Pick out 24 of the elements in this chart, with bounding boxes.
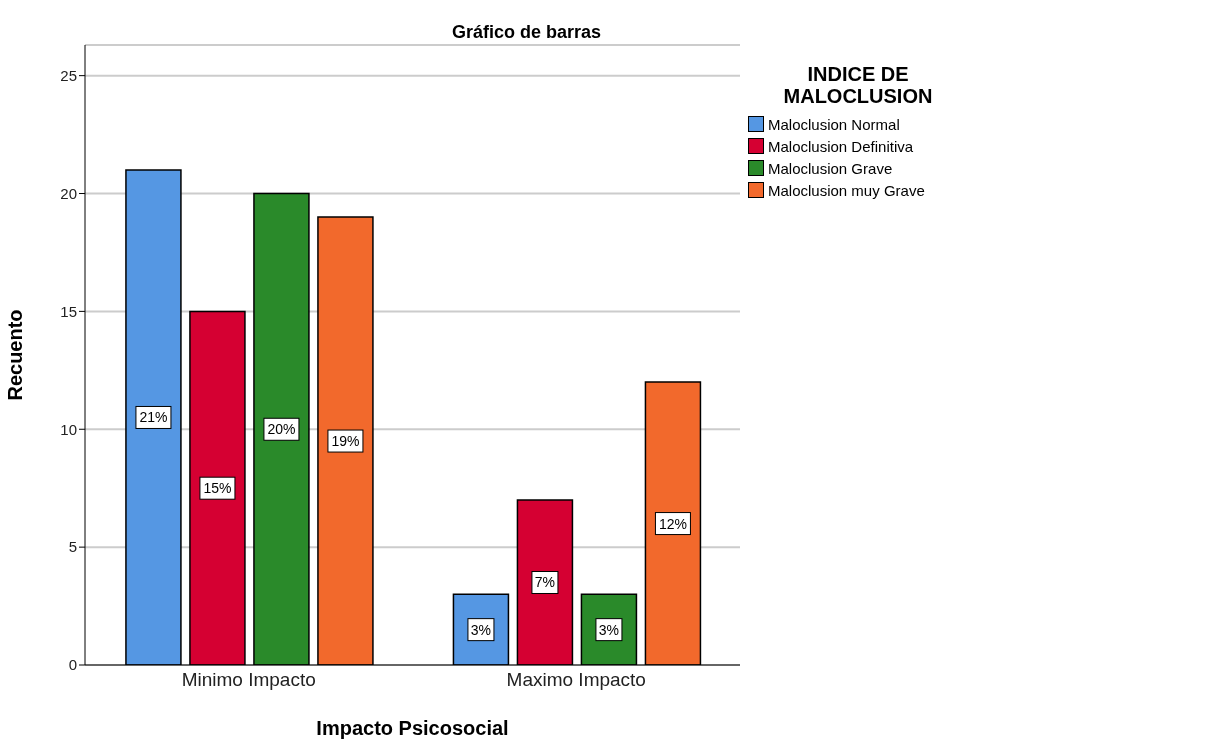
y-tick-label: 20 (60, 184, 77, 202)
chart-title: Gráfico de barras (450, 22, 603, 43)
data-label: 12% (658, 515, 687, 532)
data-label: 21% (139, 409, 168, 426)
data-label: 20% (267, 421, 296, 438)
y-tick-label: 0 (68, 656, 77, 674)
legend-label: Maloclusion Grave (768, 159, 893, 177)
y-axis-title: Recuento (4, 309, 27, 401)
x-axis-title: Impacto Psicosocial (316, 717, 509, 739)
data-label: 19% (331, 433, 360, 450)
legend-label: Maloclusion Normal (768, 115, 900, 133)
y-tick-label: 5 (68, 538, 77, 556)
x-tick-label: Minimo Impacto (181, 669, 316, 691)
data-label: 3% (598, 621, 620, 638)
legend-label: Maloclusion Definitiva (768, 137, 914, 155)
x-tick-label: Maximo Impacto (506, 669, 646, 691)
y-tick-label: 10 (60, 420, 77, 438)
legend-title: INDICE DE MALOCLUSION (782, 63, 934, 107)
legend-label: Maloclusion muy Grave (768, 181, 925, 199)
data-label: 7% (534, 574, 556, 591)
data-label: 3% (470, 621, 492, 638)
y-tick-label: 25 (60, 66, 77, 84)
data-label: 15% (203, 480, 232, 497)
y-tick-label: 15 (60, 302, 77, 320)
